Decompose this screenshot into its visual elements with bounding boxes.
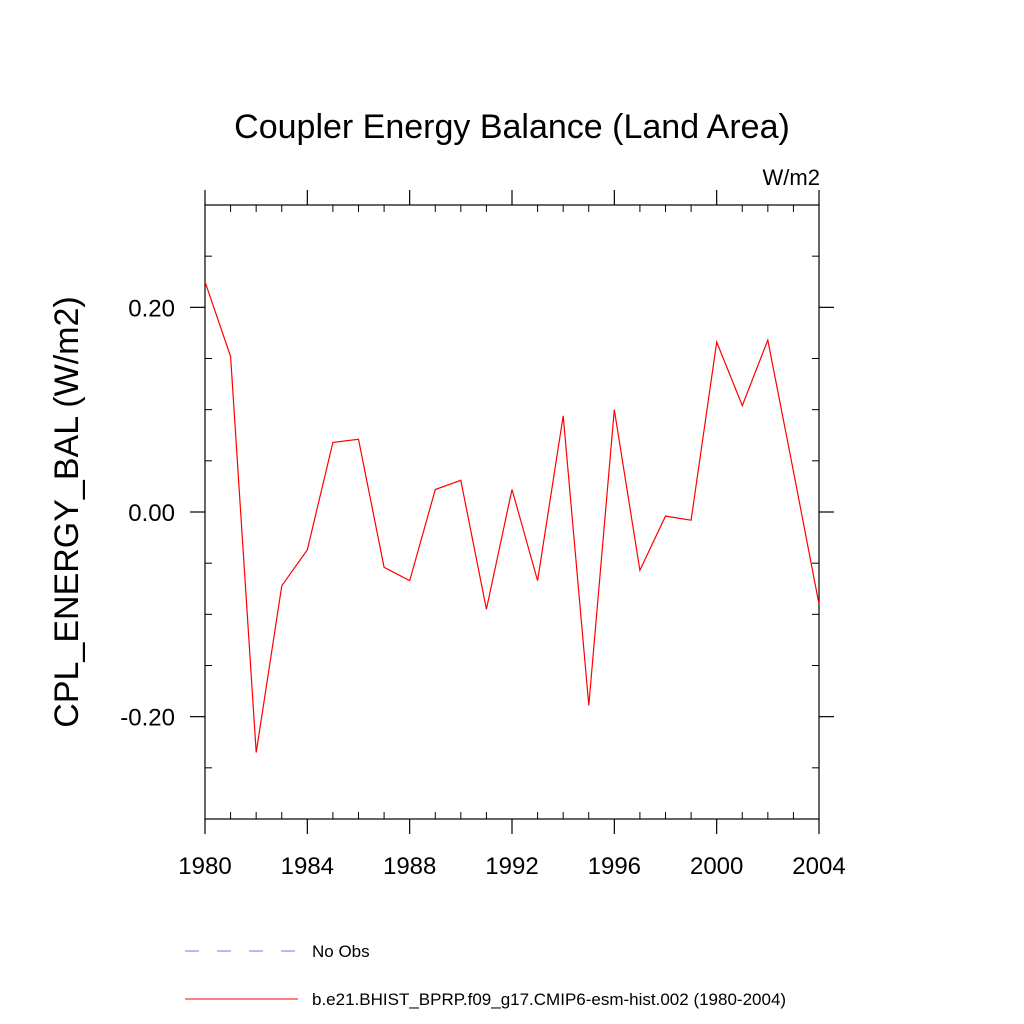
y-axis-label: CPL_ENERGY_BAL (W/m2) xyxy=(48,296,86,727)
y-tick-label: 0.20 xyxy=(128,295,175,322)
x-tick-label: 1992 xyxy=(485,853,538,880)
axis-ticks xyxy=(190,190,834,834)
x-tick-label: 1988 xyxy=(383,853,436,880)
plot-frame xyxy=(204,204,820,820)
x-tick-label: 1996 xyxy=(588,853,641,880)
units-label: W/m2 xyxy=(763,165,820,190)
legend-label: b.e21.BHIST_BPRP.f09_g17.CMIP6-esm-hist.… xyxy=(312,990,786,1009)
series-line xyxy=(204,281,820,753)
series-lines xyxy=(204,281,820,753)
x-tick-label: 1980 xyxy=(178,853,231,880)
y-tick-label: -0.20 xyxy=(120,705,175,732)
axis-tick-labels: 1980 1984 1988 1992 1996 2000 2004 -0.20 0.00 0.2… xyxy=(120,295,845,880)
legend-label: No Obs xyxy=(312,942,370,961)
legend: No Obs b.e21.BHIST_BPRP.f09_g17.CMIP6-esm… xyxy=(185,942,786,1009)
x-tick-label: 2000 xyxy=(690,853,743,880)
x-tick-label: 2004 xyxy=(792,853,845,880)
x-tick-label: 1984 xyxy=(281,853,334,880)
chart-title: Coupler Energy Balance (Land Area) xyxy=(234,108,790,146)
y-tick-label: 0.00 xyxy=(128,500,175,527)
